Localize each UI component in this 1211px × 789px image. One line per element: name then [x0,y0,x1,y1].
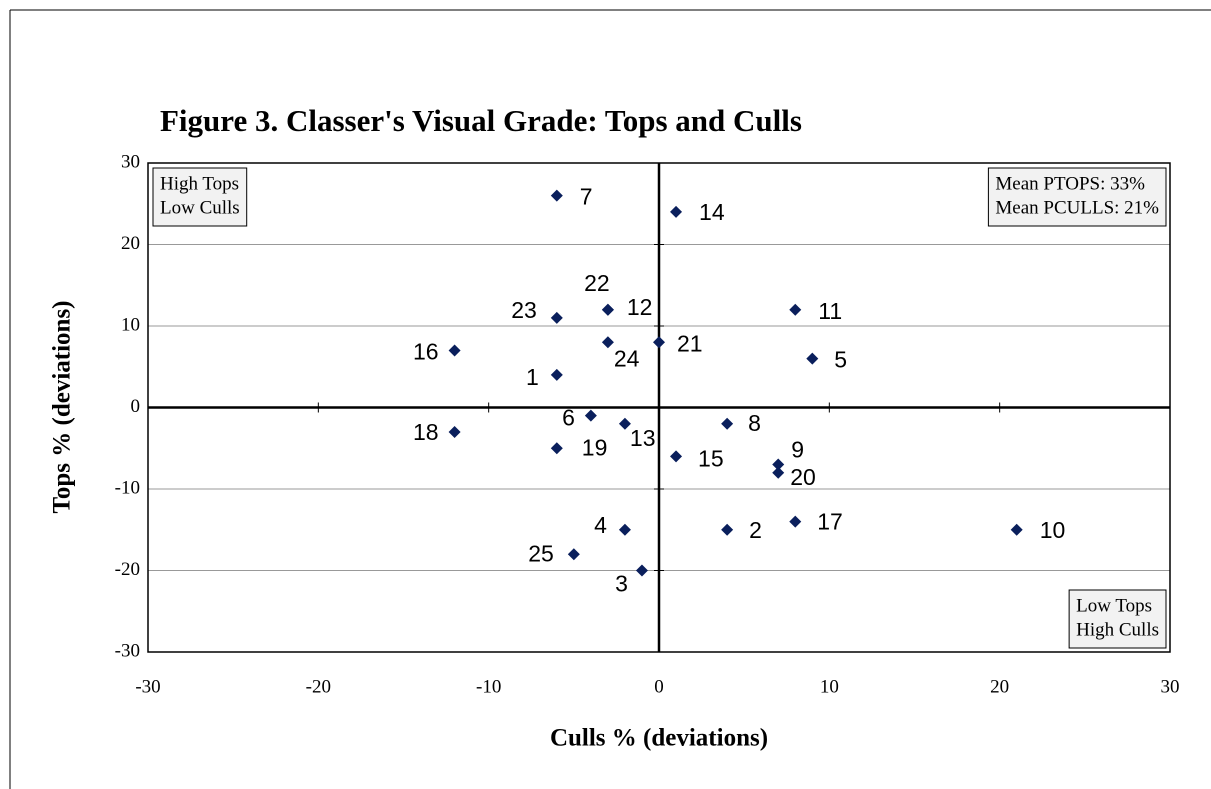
point [635,564,648,577]
y-tick-label: -10 [115,477,140,498]
point [448,344,461,357]
point [448,425,461,438]
point [618,523,631,536]
annotation: Mean PTOPS: 33% Mean PCULLS: 21% [987,167,1167,227]
annotation: High Tops Low Culls [152,167,248,227]
x-tick-label: 30 [1161,676,1180,697]
point-label: 18 [413,419,439,445]
annotation-box [987,167,1167,227]
annotation-text: High Tops [160,173,239,194]
point-label: 10 [1040,517,1066,543]
x-tick-label: 10 [820,676,839,697]
y-tick-label: -20 [115,559,140,580]
point-label: 11 [818,298,842,324]
annotation-text: Mean PCULLS: 21% [995,197,1159,218]
point [567,548,580,561]
annotation-box [152,167,248,227]
x-tick-label: -20 [306,676,331,697]
point [721,417,734,430]
point [670,205,683,218]
point-label: 19 [582,434,608,460]
point [670,450,683,463]
point-label: 20 [790,464,816,490]
point-label: 23 [511,297,537,323]
annotation-box [1068,589,1167,649]
y-tick-label: 20 [121,233,140,254]
point [550,311,563,324]
point-label: 25 [528,540,554,566]
point-label: 4 [594,512,607,538]
y-tick-label: 10 [121,314,140,335]
point [584,409,597,422]
point [806,352,819,365]
annotation-text: High Culls [1076,619,1159,640]
point-label: 6 [562,405,575,431]
annotation: Low Tops High Culls [1068,589,1167,649]
point [1010,523,1023,536]
y-tick-label: 30 [121,151,140,172]
point-label: 16 [413,339,439,365]
point [789,303,802,316]
point [772,466,785,479]
y-axis-label: Tops % (deviations) [49,300,76,513]
point [653,336,665,349]
point-label: 13 [630,425,656,451]
point [550,368,563,381]
y-tick-label: -30 [115,640,140,661]
annotation-text: Low Tops [1076,595,1152,616]
point-label: 15 [698,445,724,471]
y-tick-label: 0 [131,396,141,417]
chart-title: Figure 3. Classer's Visual Grade: Tops a… [160,103,802,138]
x-tick-label: -30 [135,676,160,697]
point-label: 7 [580,184,593,210]
point-label: 12 [627,294,653,320]
point-label: 14 [699,199,725,225]
x-tick-label: 0 [654,676,664,697]
point [772,458,785,471]
point [789,515,802,528]
point [550,189,563,202]
point-label: 24 [614,345,640,371]
x-axis-label: Culls % (deviations) [550,725,768,752]
point-label: 22 [584,270,610,296]
point-label: 3 [615,571,628,597]
x-tick-label: 20 [990,676,1009,697]
point [601,303,614,316]
annotation-text: Mean PTOPS: 33% [995,173,1145,194]
point-label: 17 [817,509,843,535]
point-label: 21 [677,330,703,356]
point [618,417,631,430]
point-label: 9 [791,437,804,463]
point [550,442,563,455]
point-label: 2 [749,517,762,543]
point [721,523,734,536]
point [601,336,614,349]
point-label: 8 [748,410,761,436]
point-label: 5 [834,347,847,373]
point-label: 1 [526,364,539,390]
x-tick-label: -10 [476,676,501,697]
annotation-text: Low Culls [160,197,240,218]
